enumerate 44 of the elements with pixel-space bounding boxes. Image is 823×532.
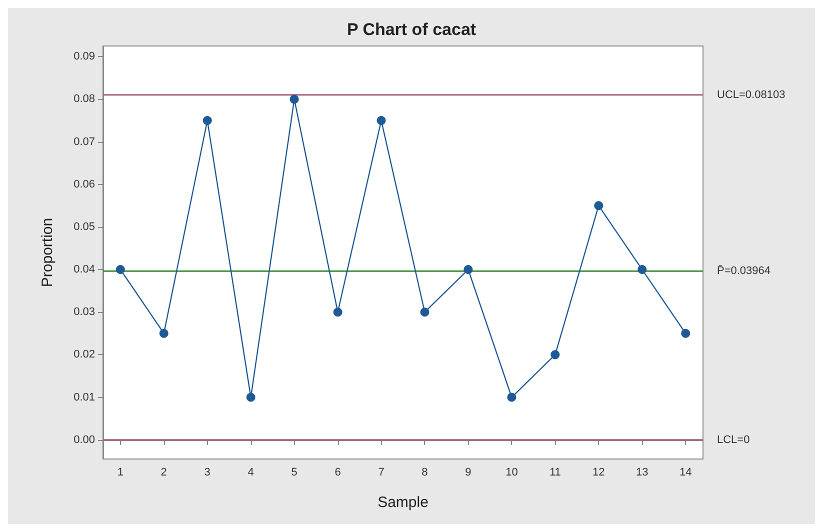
point <box>202 116 212 126</box>
ref-line-label: UCL=0.08103 <box>717 88 786 101</box>
chart-title: P Chart of cacat <box>346 20 476 39</box>
x-tick-label: 8 <box>422 466 428 478</box>
x-tick-label: 12 <box>592 466 605 478</box>
y-tick-label: 0.06 <box>74 178 95 190</box>
y-tick-label: 0.00 <box>74 434 95 446</box>
x-tick-label: 9 <box>465 466 472 478</box>
y-tick-label: 0.03 <box>74 306 95 318</box>
y-tick-label: 0.07 <box>74 136 95 148</box>
x-tick-label: 4 <box>248 466 254 478</box>
y-axis-title: Proportion <box>39 218 56 288</box>
y-tick-label: 0.01 <box>74 391 95 404</box>
x-tick-label: 3 <box>204 466 210 478</box>
x-axis-title: Sample <box>378 494 428 511</box>
x-tick-label: 6 <box>334 466 341 478</box>
point <box>159 328 168 338</box>
x-tick-label: 7 <box>378 466 384 478</box>
x-tick-label: 13 <box>636 466 648 478</box>
y-tick-label: 0.05 <box>74 220 95 233</box>
x-tick-label: 10 <box>506 466 518 478</box>
y-tick-label: 0.02 <box>74 348 95 361</box>
point <box>116 265 125 274</box>
y-tick-label: 0.09 <box>74 50 95 63</box>
ref-line-label: LCL=0 <box>717 434 750 446</box>
point <box>594 201 604 210</box>
point <box>376 116 386 126</box>
point <box>333 308 342 317</box>
x-tick-label: 11 <box>549 466 561 478</box>
x-tick-label: 14 <box>679 466 692 478</box>
point <box>681 328 690 338</box>
x-tick-label: 1 <box>117 466 124 478</box>
point <box>246 392 256 402</box>
point <box>420 308 430 317</box>
y-tick-label: 0.08 <box>74 93 95 106</box>
point <box>638 265 647 274</box>
y-tick-label: 0.04 <box>74 264 95 276</box>
ref-line-label: P̄=0.03964 <box>717 264 771 278</box>
x-tick-label: 2 <box>160 466 167 478</box>
point <box>290 94 299 104</box>
x-tick-label: 5 <box>291 466 298 478</box>
point <box>507 392 516 402</box>
point <box>550 350 560 360</box>
point <box>464 265 473 274</box>
